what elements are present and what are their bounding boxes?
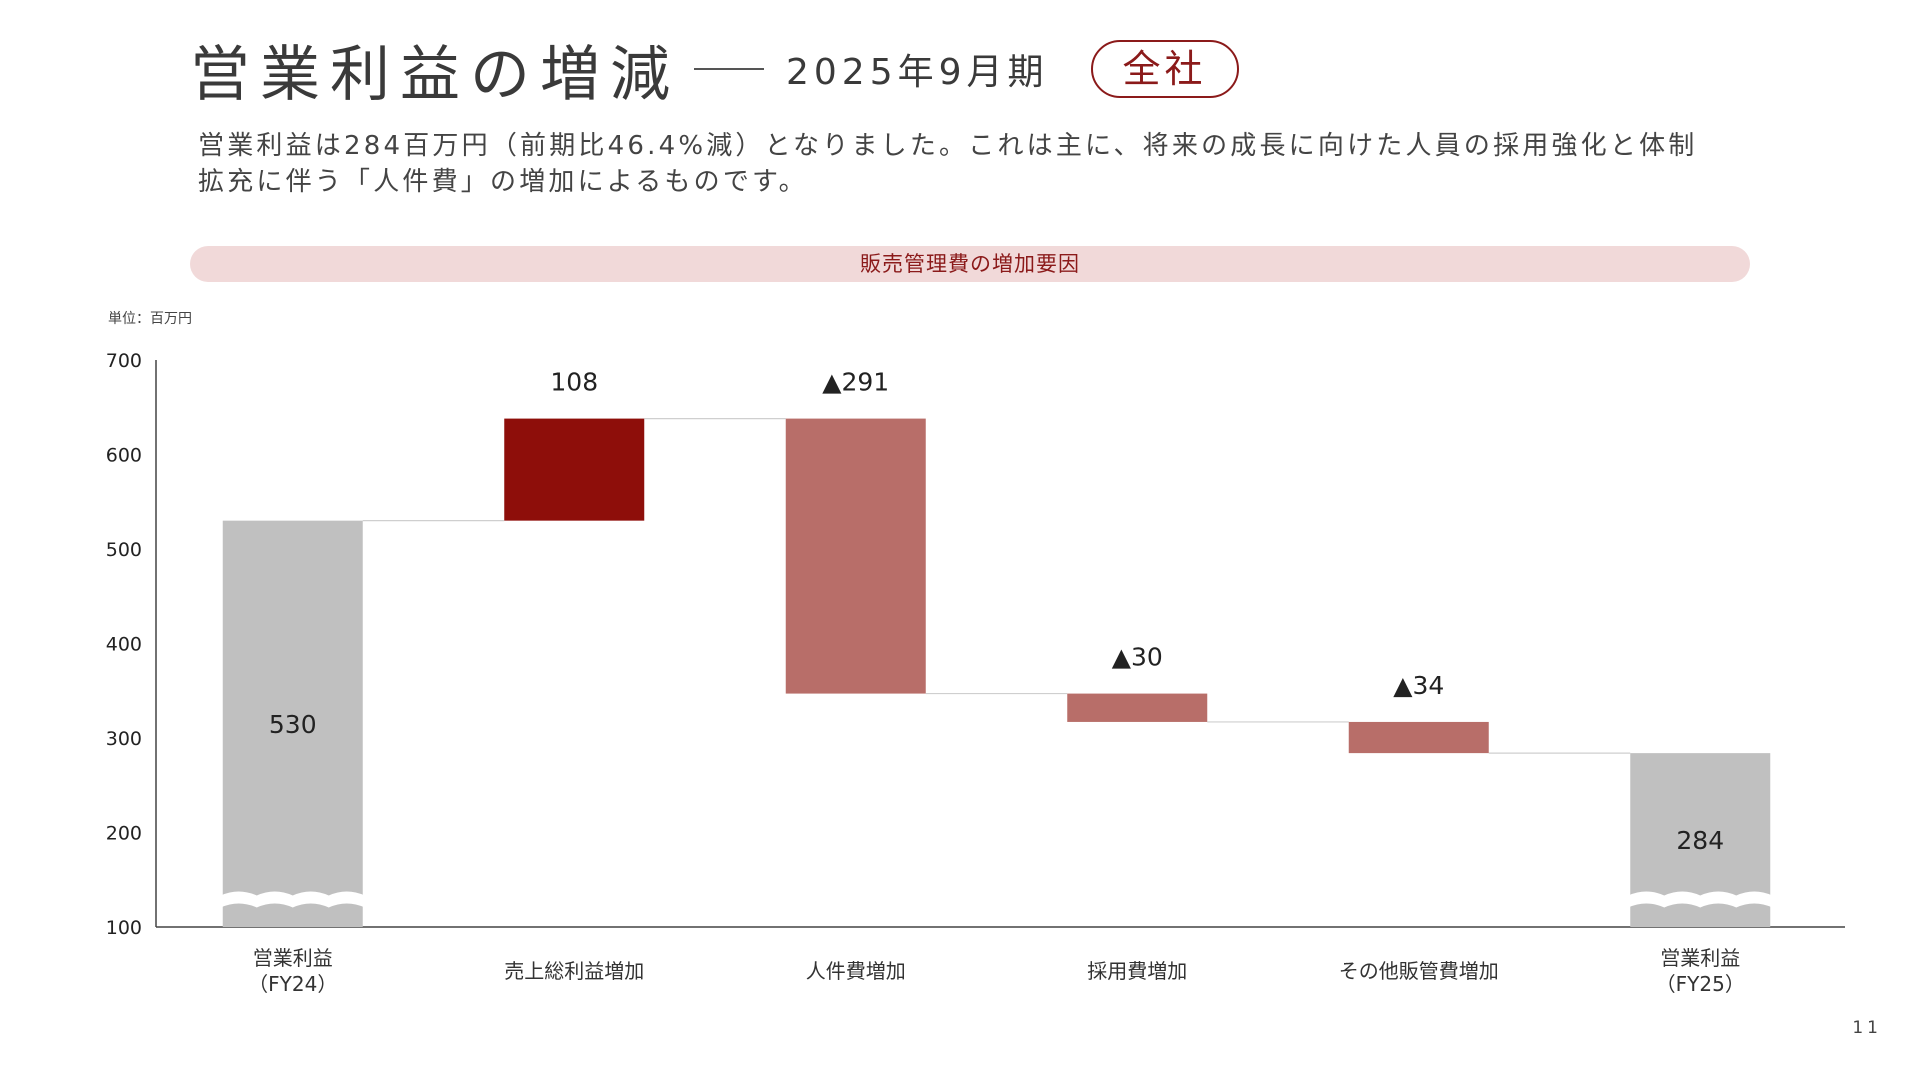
category-label: 営業利益 [253,946,333,970]
scope-badge: 全社 [1090,40,1239,98]
category-label: 営業利益 [1660,946,1740,970]
data-label: ▲291 [822,368,889,397]
bar [504,418,645,521]
data-label: 530 [269,710,317,739]
bar [1348,721,1489,754]
category-label: （FY25） [1656,972,1745,996]
period-label: 2025年9月期 [786,52,1049,93]
y-tick-label: 600 [106,445,142,467]
page-number: 11 [1852,1018,1882,1038]
category-label: 人件費増加 [806,959,906,983]
y-tick-label: 700 [106,350,142,372]
y-tick-label: 100 [106,917,142,939]
y-tick-label: 400 [106,634,142,656]
axis-break-mark [220,891,365,908]
data-label: ▲30 [1112,643,1163,672]
y-tick-label: 200 [106,823,142,845]
data-label: 284 [1676,826,1724,855]
unit-label: 単位：百万円 [108,311,192,327]
y-tick-label: 500 [106,539,142,561]
header: 営業利益の増減 2025年9月期 全社 [190,24,1239,114]
bar [785,418,926,694]
category-label: 売上総利益増加 [504,959,644,983]
category-label: その他販管費増加 [1339,959,1499,983]
data-label: ▲34 [1393,671,1444,700]
bar [222,520,363,927]
title-dash [694,68,764,70]
page-title: 営業利益の増減 [190,39,680,110]
data-label: 108 [550,368,598,397]
y-tick-label: 300 [106,728,142,750]
category-label: 採用費増加 [1087,959,1187,983]
category-label: （FY24） [248,972,337,996]
description-text: 営業利益は284百万円（前期比46.4%減）となりました。これは主に、将来の成長… [198,131,1698,197]
bar [1067,693,1208,722]
axis-break-mark [1628,891,1773,908]
section-banner: 販売管理費の増加要因 [190,246,1750,282]
